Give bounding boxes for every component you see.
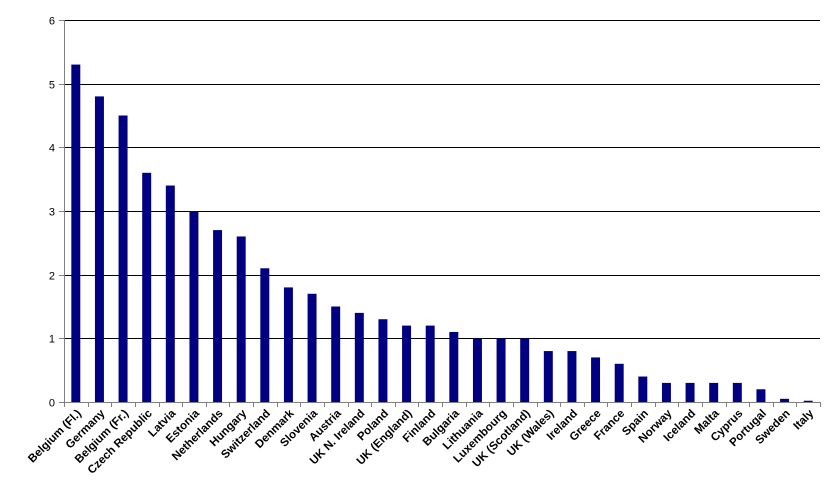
y-tick-label: 1 [49, 334, 55, 346]
bar [520, 338, 530, 402]
bar [213, 230, 223, 402]
bar [283, 287, 293, 402]
y-tick-labels: 0 1 2 3 4 5 6 [49, 16, 55, 410]
bar [638, 376, 648, 402]
bar [709, 382, 719, 402]
bar [567, 351, 577, 402]
bar [236, 236, 246, 402]
bar [94, 96, 104, 403]
bar [354, 312, 364, 402]
bar [591, 357, 601, 402]
bar [118, 115, 128, 402]
x-tick-label: Italy [792, 407, 817, 432]
axes [59, 20, 821, 407]
bar [165, 185, 175, 402]
y-tick-label: 0 [49, 398, 55, 410]
y-tick-label: 4 [49, 143, 55, 155]
y-tick-label: 6 [49, 16, 55, 28]
bar [189, 211, 199, 402]
y-tick-label: 3 [49, 207, 55, 219]
bar [260, 268, 270, 402]
bar [307, 293, 317, 402]
bar [756, 389, 766, 402]
y-tick-label: 2 [49, 271, 55, 283]
y-tick-label: 5 [49, 80, 55, 92]
bar [378, 319, 388, 402]
bars [71, 64, 813, 403]
bar [142, 172, 152, 402]
bar [803, 400, 813, 402]
bar [425, 325, 435, 402]
bar [472, 338, 482, 402]
bar [331, 306, 341, 402]
bar [780, 398, 790, 402]
bar [449, 331, 459, 402]
bar [402, 325, 412, 402]
bar [543, 351, 553, 402]
bar [685, 382, 695, 402]
bar [732, 382, 742, 402]
bar [71, 64, 81, 402]
bar [496, 338, 506, 402]
bar [614, 363, 624, 402]
gridlines [64, 20, 820, 339]
bar [661, 382, 671, 402]
